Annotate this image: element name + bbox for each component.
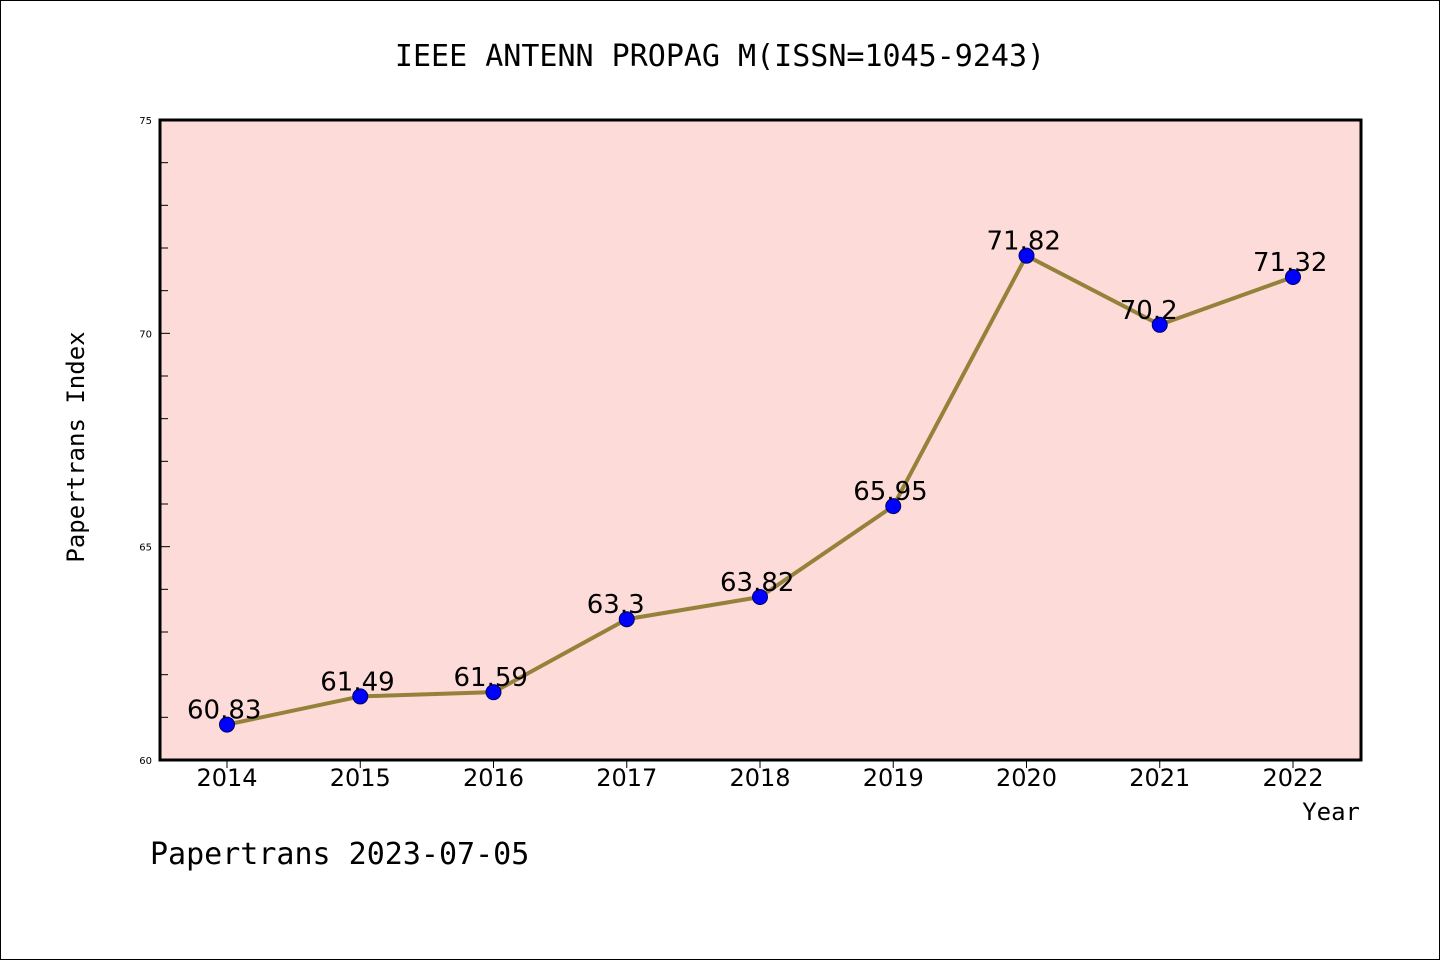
- data-label: 71.32: [1253, 248, 1327, 278]
- x-tick-label: 2019: [863, 764, 924, 792]
- data-label: 65.95: [853, 477, 927, 507]
- y-tick-label: 70: [139, 329, 152, 340]
- footer-text: Papertrans 2023-07-05: [150, 837, 529, 872]
- data-point: [352, 688, 369, 705]
- chart-title: IEEE ANTENN PROPAG M(ISSN=1045-9243): [395, 39, 1045, 74]
- y-tick-label: 75: [139, 116, 152, 127]
- y-axis-label: Papertrans Index: [62, 331, 90, 562]
- data-label: 71.82: [987, 227, 1061, 257]
- y-tick-label: 65: [139, 543, 152, 554]
- x-tick-label: 2018: [729, 764, 790, 792]
- x-tick-label: 2017: [596, 764, 657, 792]
- x-axis-label: Year: [1302, 798, 1360, 826]
- data-label: 63.82: [720, 568, 794, 598]
- data-label: 61.59: [454, 663, 528, 693]
- x-tick-label: 2020: [996, 764, 1057, 792]
- y-axis: 60 65 70 75: [139, 116, 170, 767]
- data-point: [618, 611, 635, 628]
- data-point: [885, 498, 902, 515]
- data-point: [219, 716, 235, 733]
- data-label: 60.83: [187, 696, 261, 726]
- data-label: 70.2: [1120, 296, 1178, 326]
- data-point: [1018, 247, 1035, 264]
- x-axis: 2014 2015 2016 2017 2018 2019 2020 2021 2022: [196, 760, 1324, 792]
- plot-area: [158, 118, 1363, 762]
- x-tick-label: 2022: [1262, 764, 1323, 792]
- series-markers: [219, 247, 1301, 733]
- data-label: 63.3: [587, 590, 645, 620]
- x-tick-label: 2015: [330, 764, 391, 792]
- x-tick-label: 2021: [1129, 764, 1190, 792]
- x-tick-label: 2014: [196, 764, 257, 792]
- data-point: [1151, 316, 1168, 333]
- data-point: [485, 684, 502, 701]
- data-point: [1285, 269, 1301, 286]
- y-tick-label: 60: [139, 756, 152, 767]
- data-labels: 60.83 61.49 61.59 63.3 63.82 65.95 71.82 70.2 71…: [187, 227, 1327, 726]
- x-tick-label: 2016: [463, 764, 524, 792]
- data-point: [752, 589, 768, 606]
- data-label: 61.49: [320, 667, 394, 697]
